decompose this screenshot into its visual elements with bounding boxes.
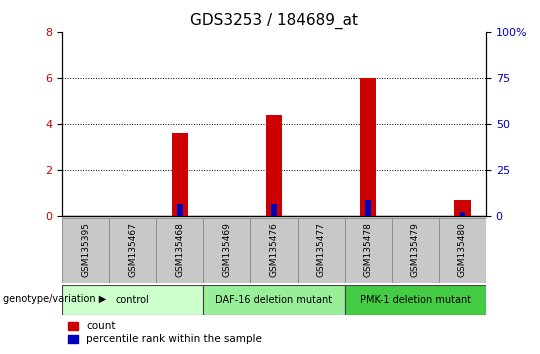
Bar [345,285,486,315]
Text: GSM135468: GSM135468 [176,222,184,276]
Bar [345,218,392,283]
Bar [366,200,371,216]
Text: GSM135477: GSM135477 [316,222,326,276]
Legend: count, percentile rank within the sample: count, percentile rank within the sample [68,320,263,346]
Text: GSM135467: GSM135467 [129,222,137,276]
Bar [172,133,188,216]
Text: genotype/variation ▶: genotype/variation ▶ [3,294,106,304]
Bar [271,204,277,216]
Bar [360,78,376,216]
Text: control: control [116,295,150,305]
Text: GSM135480: GSM135480 [458,222,467,276]
Bar [266,115,282,216]
Bar [460,212,465,216]
Title: GDS3253 / 184689_at: GDS3253 / 184689_at [190,13,358,29]
Bar [177,204,183,216]
Bar [156,218,204,283]
Bar [251,218,298,283]
Bar [62,285,204,315]
Text: GSM135476: GSM135476 [269,222,279,276]
Text: GSM135479: GSM135479 [411,222,420,276]
Bar [109,218,156,283]
Bar [392,218,439,283]
Bar [204,218,251,283]
Text: PMK-1 deletion mutant: PMK-1 deletion mutant [360,295,471,305]
Text: DAF-16 deletion mutant: DAF-16 deletion mutant [215,295,333,305]
Bar [454,200,471,216]
Text: GSM135395: GSM135395 [81,222,90,276]
Bar [204,285,345,315]
Text: GSM135469: GSM135469 [222,222,232,276]
Bar [298,218,345,283]
Text: GSM135478: GSM135478 [364,222,373,276]
Bar [439,218,486,283]
Bar [62,218,109,283]
